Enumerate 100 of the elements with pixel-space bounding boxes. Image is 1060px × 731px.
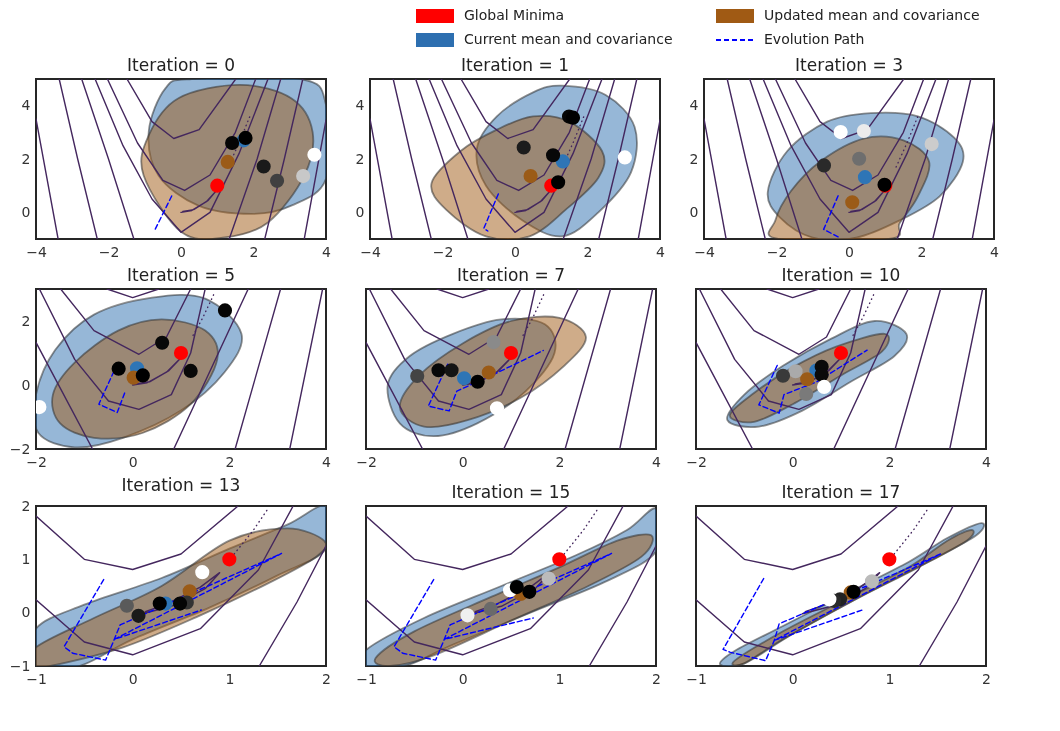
x-tick-label: −2 (98, 243, 120, 260)
y-tick-label: −2 (9, 440, 31, 457)
point (152, 596, 167, 611)
x-tick-label: 4 (322, 243, 332, 260)
point (856, 123, 871, 139)
point (256, 159, 271, 174)
line-series (63, 552, 283, 661)
y-tick-label: 2 (21, 497, 31, 514)
point (788, 364, 803, 379)
x-tick-label: 0 (788, 453, 798, 470)
point (307, 147, 322, 162)
y-tick-label: 4 (689, 97, 699, 114)
line-series (774, 79, 925, 192)
point (489, 401, 505, 416)
point (195, 565, 210, 580)
y-tick-label: 0 (21, 203, 31, 220)
point (775, 368, 791, 383)
point (220, 154, 235, 169)
line-series (94, 79, 269, 234)
point (822, 592, 837, 607)
x-tick-label: 2 (652, 670, 661, 687)
point (135, 368, 150, 383)
point (460, 608, 475, 623)
point (816, 158, 832, 173)
legend-label: Updated mean and covariance (764, 7, 980, 23)
x-tick-label: 0 (128, 670, 138, 687)
x-tick-label: 0 (458, 453, 468, 470)
x-tick-label: 4 (656, 243, 666, 260)
y-tick-label: 1 (21, 550, 31, 567)
x-tick-label: 2 (249, 243, 259, 260)
x-tick-label: 0 (845, 243, 854, 260)
chart-title: Iteration = 1 (461, 55, 569, 75)
x-tick-label: 4 (982, 453, 992, 470)
x-tick-label: 0 (128, 453, 138, 470)
point (217, 303, 233, 318)
x-tick-label: 0 (788, 670, 798, 687)
x-tick-label: 2 (555, 453, 565, 470)
point (522, 584, 537, 599)
point (852, 151, 867, 166)
chart-title: Iteration = 17 (781, 482, 901, 502)
point (111, 361, 126, 376)
point (817, 379, 832, 394)
point (509, 580, 524, 595)
line-series (126, 79, 237, 140)
point (799, 386, 814, 402)
legend-label: Current mean and covariance (464, 31, 673, 47)
point (173, 345, 189, 361)
point (882, 552, 897, 567)
point (296, 169, 311, 184)
point (617, 150, 632, 165)
point (800, 372, 815, 387)
legend-label: Evolution Path (764, 31, 865, 47)
x-tick-label: 1 (885, 670, 895, 687)
y-tick-label: 2 (689, 150, 699, 167)
point (155, 335, 170, 350)
point (444, 363, 459, 378)
chart-title: Iteration = 3 (795, 55, 903, 75)
x-tick-label: 0 (458, 670, 468, 687)
line-series (460, 79, 571, 140)
line-series (36, 506, 239, 571)
x-tick-label: 0 (177, 243, 186, 260)
point (523, 169, 538, 184)
point (551, 175, 566, 190)
point (552, 552, 567, 567)
point (483, 601, 498, 616)
y-tick-label: 2 (355, 150, 365, 167)
point (182, 584, 197, 599)
x-tick-label: 2 (982, 670, 991, 687)
x-tick-label: −4 (360, 243, 381, 260)
y-tick-label: 0 (355, 203, 365, 220)
point (845, 195, 860, 210)
x-tick-label: 1 (555, 670, 565, 687)
x-tick-label: 0 (511, 243, 520, 260)
y-tick-label: 4 (21, 97, 31, 114)
chart-title: Iteration = 5 (127, 265, 235, 285)
chart-title: Iteration = 0 (127, 55, 235, 75)
point (119, 598, 134, 613)
y-tick-label: 0 (689, 203, 699, 220)
chart-title: Iteration = 10 (781, 265, 901, 285)
point (503, 345, 519, 361)
x-tick-label: 2 (583, 243, 593, 260)
point (516, 140, 531, 155)
point (431, 363, 446, 378)
chart-title: Iteration = 13 (121, 475, 241, 495)
line-series (59, 289, 192, 355)
point (833, 345, 849, 361)
point (183, 363, 198, 378)
line-series (440, 79, 591, 192)
point (857, 170, 873, 185)
point (541, 571, 556, 586)
point (269, 173, 285, 188)
x-tick-label: 2 (917, 243, 927, 260)
point (470, 374, 485, 389)
x-tick-label: −4 (26, 243, 47, 260)
line-series (106, 79, 257, 192)
y-tick-label: 4 (355, 97, 365, 114)
y-tick-label: −1 (9, 657, 31, 674)
x-tick-label: −4 (694, 243, 715, 260)
point (222, 552, 237, 567)
point (833, 125, 848, 140)
